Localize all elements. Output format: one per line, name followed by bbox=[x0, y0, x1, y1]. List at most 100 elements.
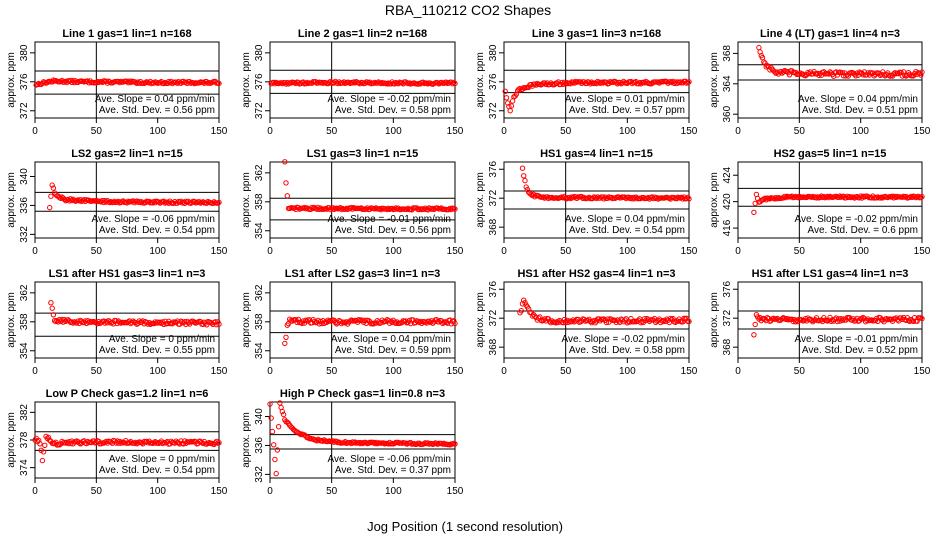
plot-frame bbox=[503, 161, 690, 239]
y-axis-label: approx. ppm bbox=[475, 52, 486, 108]
data-point bbox=[813, 195, 820, 201]
data-point bbox=[898, 69, 904, 76]
x-tick-label: 150 bbox=[211, 486, 228, 497]
slope-annotation: Ave. Slope = -0.02 ppm/min bbox=[328, 94, 452, 105]
data-point bbox=[356, 317, 362, 323]
data-point bbox=[372, 440, 378, 447]
data-point bbox=[672, 319, 679, 325]
data-point bbox=[389, 205, 395, 212]
std-dev-annotation: Ave. Std. Dev. = 0.58 ppm bbox=[569, 345, 685, 356]
panel-title: LS1 gas=3 lin=1 n=15 bbox=[307, 148, 419, 160]
data-point bbox=[845, 73, 852, 79]
data-point bbox=[781, 193, 788, 200]
data-point bbox=[316, 206, 322, 213]
x-tick-label: 0 bbox=[501, 246, 507, 257]
panel-title: HS2 gas=5 lin=1 n=15 bbox=[774, 148, 887, 160]
data-point bbox=[839, 70, 845, 76]
data-point bbox=[441, 80, 447, 87]
x-tick-label: 150 bbox=[914, 246, 931, 257]
data-points bbox=[751, 191, 925, 216]
data-point bbox=[900, 69, 907, 75]
data-point bbox=[451, 79, 457, 86]
panel-title: Line 4 (LT) gas=1 lin=4 n=3 bbox=[760, 28, 900, 40]
data-point bbox=[761, 59, 767, 65]
data-point bbox=[156, 199, 162, 205]
y-tick-label: 378 bbox=[19, 431, 30, 448]
data-point bbox=[284, 79, 290, 86]
data-point bbox=[686, 318, 692, 325]
y-tick-label: 372 bbox=[19, 102, 30, 119]
y-tick-label: 376 bbox=[488, 160, 499, 177]
data-point bbox=[269, 428, 276, 435]
x-tick-label: 50 bbox=[326, 246, 338, 257]
data-point bbox=[315, 317, 321, 324]
data-point bbox=[349, 206, 356, 212]
data-point bbox=[794, 317, 800, 323]
data-point bbox=[840, 73, 847, 79]
data-point bbox=[115, 78, 122, 85]
data-points bbox=[48, 300, 222, 328]
data-point bbox=[373, 439, 379, 446]
data-points bbox=[517, 297, 692, 326]
data-point bbox=[619, 80, 626, 86]
data-point bbox=[560, 195, 566, 201]
chart-panel-2: Line 2 gas=1 lin=2 n=168 approx. ppm 0 50 10… bbox=[241, 28, 464, 137]
chart-panel-5: LS2 gas=2 lin=1 n=15 approx. ppm 0 50 100 150… bbox=[6, 148, 228, 257]
data-point bbox=[49, 305, 55, 311]
data-point bbox=[50, 185, 57, 191]
data-point bbox=[403, 440, 409, 446]
data-point bbox=[110, 199, 117, 206]
x-tick-label: 0 bbox=[267, 486, 273, 497]
x-tick-label: 50 bbox=[326, 486, 338, 497]
chart-panel-11: HS1 after HS2 gas=4 lin=1 n=3 approx. ppm… bbox=[475, 268, 698, 377]
data-point bbox=[272, 456, 278, 463]
data-point bbox=[36, 80, 42, 87]
x-tick-label: 150 bbox=[681, 126, 698, 137]
data-point bbox=[142, 80, 149, 86]
x-tick-label: 50 bbox=[91, 246, 103, 257]
data-point bbox=[347, 318, 353, 324]
data-point bbox=[274, 447, 281, 453]
std-dev-annotation: Ave. Std. Dev. = 0.56 ppm bbox=[99, 105, 215, 116]
data-points bbox=[282, 159, 458, 213]
data-point bbox=[817, 194, 823, 200]
data-point bbox=[517, 85, 523, 92]
x-tick-label: 150 bbox=[447, 126, 464, 137]
chart-panel-13: Low P Check gas=1.2 lin=1 n=6 approx. ppm… bbox=[6, 388, 228, 497]
data-point bbox=[891, 71, 897, 77]
data-point bbox=[36, 437, 42, 444]
y-tick-label: 358 bbox=[254, 193, 265, 210]
data-point bbox=[42, 442, 48, 448]
data-point bbox=[267, 401, 273, 407]
data-point bbox=[330, 438, 336, 444]
x-tick-label: 0 bbox=[501, 366, 507, 377]
slope-annotation: Ave. Slope = -0.06 ppm/min bbox=[92, 214, 216, 225]
data-point bbox=[604, 316, 611, 322]
y-axis-label: approx. ppm bbox=[241, 52, 252, 108]
data-point bbox=[304, 79, 310, 86]
data-point bbox=[645, 194, 651, 201]
x-tick-label: 0 bbox=[735, 246, 741, 257]
data-point bbox=[563, 81, 569, 87]
y-tick-label: 362 bbox=[254, 164, 265, 181]
data-point bbox=[581, 194, 587, 201]
data-point bbox=[107, 79, 113, 85]
y-axis-label: approx. ppm bbox=[709, 172, 720, 228]
data-point bbox=[526, 306, 532, 312]
data-point bbox=[669, 79, 675, 86]
slope-annotation: Ave. Slope = 0 ppm/min bbox=[109, 334, 215, 345]
x-tick-label: 0 bbox=[32, 246, 38, 257]
data-point bbox=[826, 194, 832, 201]
data-point bbox=[420, 79, 426, 85]
y-axis-label: approx. ppm bbox=[709, 292, 720, 348]
data-point bbox=[363, 206, 369, 212]
data-point bbox=[132, 79, 139, 86]
data-point bbox=[572, 194, 579, 200]
data-point bbox=[560, 320, 566, 326]
plot-frame bbox=[34, 41, 220, 119]
data-point bbox=[919, 315, 925, 322]
data-point bbox=[905, 317, 912, 323]
x-tick-label: 50 bbox=[794, 246, 806, 257]
y-tick-label: 332 bbox=[254, 466, 265, 483]
data-point bbox=[859, 316, 865, 322]
